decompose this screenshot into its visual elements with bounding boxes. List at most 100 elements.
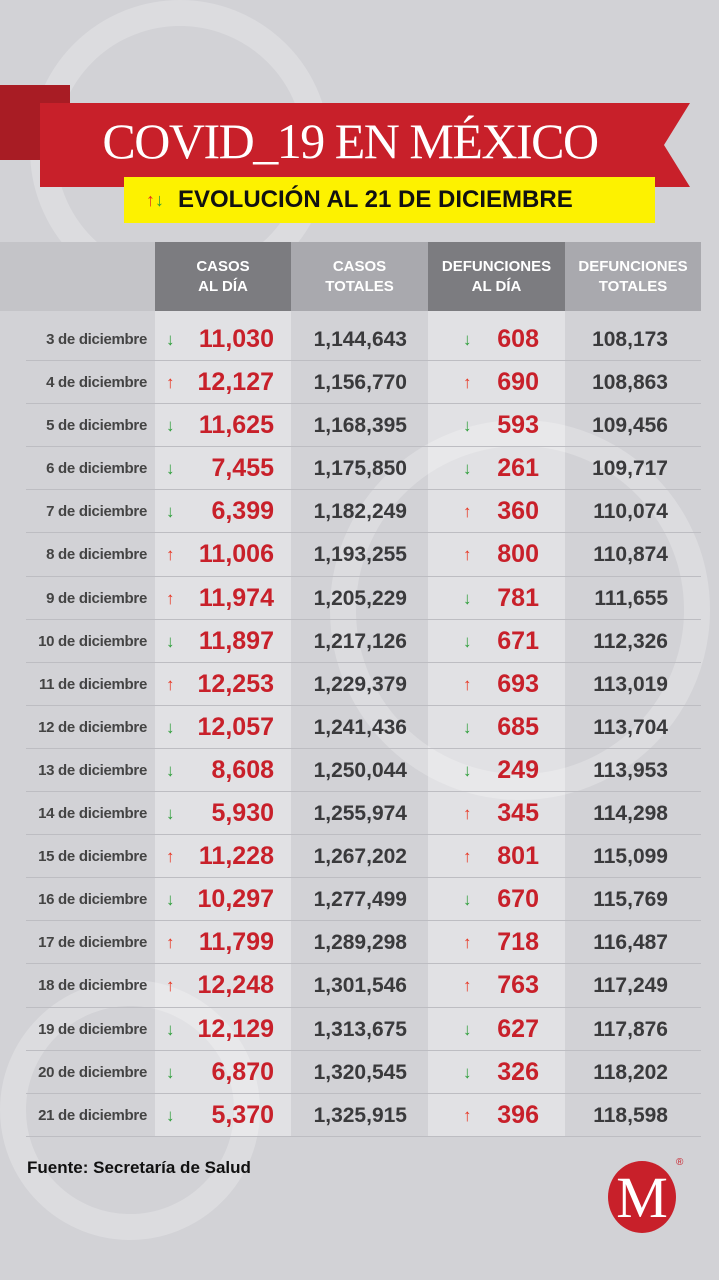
table-row: 7 de diciembre ↓ 6,399 1,182,249 ↑ 360 110,074 <box>26 490 701 534</box>
casos-dia: 7,455 <box>211 454 274 483</box>
casos-dia: 6,870 <box>211 1057 274 1086</box>
defunciones-totales: 111,655 <box>594 586 668 610</box>
defunciones-totales: 117,876 <box>593 1017 668 1041</box>
column-bg <box>155 242 291 1137</box>
defunciones-dia: 627 <box>497 1014 539 1043</box>
table-row: 15 de diciembre ↑ 11,228 1,267,202 ↑ 801 115,0… <box>26 835 701 879</box>
arrow-down-icon: ↓ <box>463 416 472 436</box>
table-row: 14 de diciembre ↓ 5,930 1,255,974 ↑ 345 114,29… <box>26 792 701 836</box>
defunciones-dia: 690 <box>497 368 539 397</box>
row-date: 3 de diciembre <box>46 331 147 348</box>
row-date: 15 de diciembre <box>38 848 147 866</box>
defunciones-dia: 261 <box>497 454 539 483</box>
row-date: 13 de diciembre <box>38 761 147 779</box>
arrow-down-icon: ↓ <box>166 1019 175 1039</box>
arrow-up-icon: ↑ <box>166 674 175 694</box>
table-row: 21 de diciembre ↓ 5,370 1,325,915 ↑ 396 118,59… <box>26 1094 701 1137</box>
casos-totales: 1,175,850 <box>313 457 407 481</box>
arrow-up-icon: ↑ <box>463 373 472 393</box>
table-row: 8 de diciembre ↑ 11,006 1,193,255 ↑ 800 110,87… <box>26 533 701 577</box>
table-row: 3 de diciembre ↓ 11,030 1,144,643 ↓ 608 108,17… <box>26 318 701 362</box>
defunciones-totales: 110,074 <box>593 500 668 524</box>
arrow-down-icon: ↓ <box>463 1019 472 1039</box>
arrow-down-icon: ↓ <box>463 588 472 608</box>
title-ribbon <box>40 103 690 187</box>
defunciones-dia: 249 <box>497 755 539 784</box>
defunciones-dia: 801 <box>497 842 539 871</box>
arrow-down-icon: ↓ <box>166 804 175 824</box>
arrow-up-icon: ↑ <box>463 545 472 565</box>
arrow-down-icon: ↓ <box>463 459 472 479</box>
row-date: 21 de diciembre <box>38 1106 147 1124</box>
table-row: 5 de diciembre ↓ 11,625 1,168,395 ↓ 593 109,45… <box>26 404 701 448</box>
defunciones-totales: 108,863 <box>592 371 668 395</box>
defunciones-dia: 608 <box>497 325 539 353</box>
table-row: 10 de diciembre ↓ 11,897 1,217,126 ↓ 671 112,3… <box>26 620 701 663</box>
casos-dia: 12,057 <box>197 712 274 741</box>
casos-totales: 1,250,044 <box>313 758 407 782</box>
row-date: 4 de diciembre <box>46 374 147 392</box>
header-casos-totales: CASOS TOTALES <box>291 242 428 311</box>
casos-dia: 11,228 <box>198 842 274 871</box>
row-date: 17 de diciembre <box>38 934 147 952</box>
arrow-down-icon: ↓ <box>463 330 472 349</box>
casos-dia: 11,897 <box>198 626 274 655</box>
defunciones-dia: 685 <box>497 712 539 741</box>
defunciones-totales: 114,298 <box>593 802 668 826</box>
defunciones-totales: 109,456 <box>592 414 668 438</box>
casos-dia: 11,006 <box>198 540 274 569</box>
defunciones-dia: 718 <box>497 928 539 957</box>
defunciones-totales: 112,326 <box>593 629 668 653</box>
casos-totales: 1,168,395 <box>313 414 407 438</box>
row-date: 12 de diciembre <box>38 718 147 736</box>
row-date: 16 de diciembre <box>38 891 147 909</box>
table-row: 19 de diciembre ↓ 12,129 1,313,675 ↓ 627 117,8… <box>26 1008 701 1051</box>
table-row: 17 de diciembre ↑ 11,799 1,289,298 ↑ 718 116,4… <box>26 921 701 965</box>
arrow-down-icon: ↓ <box>166 502 175 522</box>
defunciones-totales: 116,487 <box>593 931 668 955</box>
casos-totales: 1,241,436 <box>313 715 407 739</box>
arrow-up-icon: ↑ <box>166 545 175 565</box>
casos-dia: 11,030 <box>198 325 274 353</box>
row-date: 10 de diciembre <box>38 632 147 650</box>
row-date: 20 de diciembre <box>38 1063 147 1081</box>
casos-totales: 1,301,546 <box>313 974 407 998</box>
arrow-down-icon: ↓ <box>463 631 472 651</box>
casos-totales: 1,313,675 <box>313 1017 407 1041</box>
table-row: 11 de diciembre ↑ 12,253 1,229,379 ↑ 693 113,0… <box>26 663 701 706</box>
subtitle-box: ↑↓ EVOLUCIÓN AL 21 DE DICIEMBRE <box>124 177 655 223</box>
up-down-arrows-icon: ↑↓ <box>146 190 164 210</box>
arrow-down-icon: ↓ <box>166 760 175 780</box>
arrow-up-icon: ↑ <box>463 976 472 996</box>
casos-totales: 1,144,643 <box>313 328 407 351</box>
defunciones-dia: 693 <box>497 669 539 698</box>
header-defunciones-dia: DEFUNCIONES AL DÍA <box>428 242 565 311</box>
table-row: 13 de diciembre ↓ 8,608 1,250,044 ↓ 249 113,95… <box>26 749 701 793</box>
defunciones-dia: 763 <box>497 971 539 1000</box>
arrow-up-icon: ↑ <box>463 1105 472 1125</box>
table-row: 20 de diciembre ↓ 6,870 1,320,545 ↓ 326 118,20… <box>26 1051 701 1094</box>
defunciones-dia: 671 <box>497 626 539 655</box>
defunciones-totales: 118,598 <box>593 1103 668 1127</box>
defunciones-totales: 118,202 <box>593 1060 668 1084</box>
casos-dia: 10,297 <box>197 885 274 914</box>
defunciones-dia: 800 <box>497 540 539 569</box>
defunciones-totales: 108,173 <box>592 328 668 351</box>
arrow-down-icon: ↓ <box>463 717 472 737</box>
arrow-down-icon: ↓ <box>463 890 472 910</box>
column-bg <box>428 242 565 1137</box>
casos-dia: 5,370 <box>211 1100 274 1129</box>
casos-dia: 5,930 <box>211 799 274 828</box>
defunciones-totales: 109,717 <box>592 457 668 481</box>
data-table: 3 de diciembre ↓ 11,030 1,144,643 ↓ 608 108,17… <box>0 318 719 1137</box>
casos-dia: 8,608 <box>211 755 274 784</box>
casos-totales: 1,229,379 <box>313 672 407 696</box>
source-note: Fuente: Secretaría de Salud <box>27 1158 251 1177</box>
defunciones-dia: 593 <box>497 411 539 440</box>
casos-totales: 1,205,229 <box>313 586 407 610</box>
defunciones-dia: 345 <box>497 799 539 828</box>
arrow-up-icon: ↑ <box>463 933 472 953</box>
arrow-up-icon: ↑ <box>463 804 472 824</box>
milenio-logo: M <box>608 1161 676 1233</box>
row-date: 9 de diciembre <box>46 589 147 607</box>
